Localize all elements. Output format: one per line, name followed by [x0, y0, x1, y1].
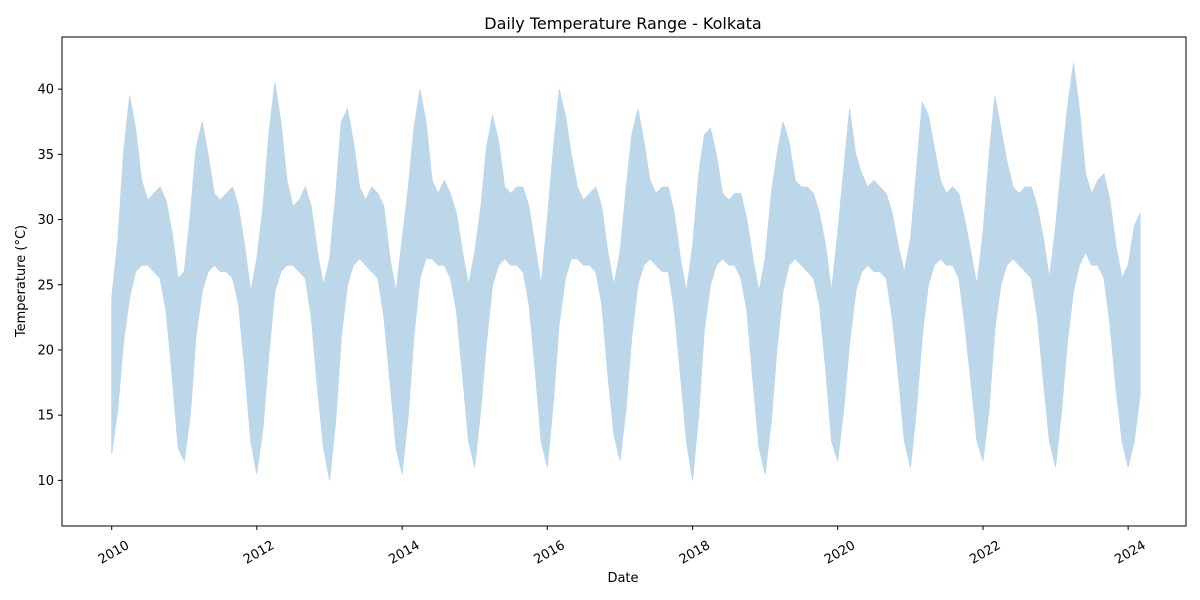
x-tick-label: 2018 — [677, 538, 713, 568]
plot-frame — [61, 36, 1187, 527]
x-tick-label: 2024 — [1112, 538, 1148, 568]
y-tick-label: 40 — [37, 83, 54, 98]
x-tick-label: 2022 — [967, 538, 1003, 568]
area-layer — [111, 63, 1141, 481]
y-tick-label: 10 — [37, 474, 54, 489]
x-axis-label: Date — [607, 571, 638, 586]
y-tick-label: 20 — [37, 343, 54, 358]
chart-title: Daily Temperature Range - Kolkata — [484, 14, 761, 33]
y-axis-ticks: 10 15 20 25 30 35 40 — [37, 83, 62, 489]
y-tick-label: 25 — [37, 278, 54, 293]
y-tick-label: 35 — [37, 148, 54, 163]
x-tick-label: 2012 — [241, 538, 277, 568]
x-axis-ticks: 2010 2012 2014 2016 2018 2020 2022 2024 — [96, 526, 1149, 568]
x-tick-label: 2020 — [822, 538, 858, 568]
y-tick-label: 15 — [37, 409, 54, 424]
x-tick-label: 2010 — [96, 538, 132, 568]
x-tick-label: 2014 — [386, 538, 422, 568]
x-tick-label: 2016 — [532, 538, 568, 568]
y-tick-label: 30 — [37, 213, 54, 228]
temperature-range-area-0 — [111, 63, 1141, 481]
y-axis-label: Temperature (°C) — [14, 225, 29, 338]
